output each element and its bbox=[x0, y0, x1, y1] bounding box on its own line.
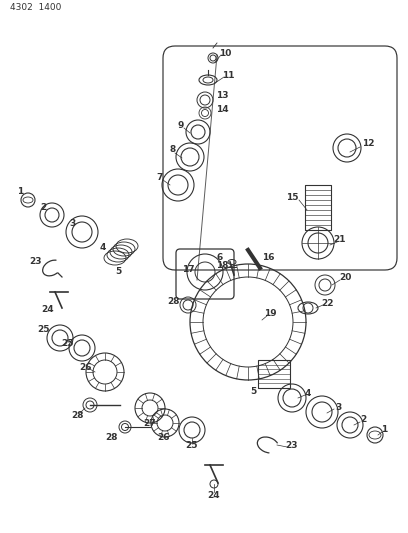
Text: 17: 17 bbox=[182, 265, 194, 274]
Text: 12: 12 bbox=[362, 139, 374, 148]
Bar bbox=[258, 360, 290, 388]
Text: 27: 27 bbox=[144, 419, 156, 429]
Text: 4: 4 bbox=[305, 389, 311, 398]
Text: 4302  1400: 4302 1400 bbox=[10, 4, 61, 12]
Text: 26: 26 bbox=[79, 362, 91, 372]
Text: 25: 25 bbox=[186, 440, 198, 449]
Text: 1: 1 bbox=[381, 425, 387, 434]
Text: 24: 24 bbox=[42, 305, 54, 314]
Text: 16: 16 bbox=[262, 254, 274, 262]
Text: 15: 15 bbox=[286, 193, 298, 203]
Text: 7: 7 bbox=[157, 174, 163, 182]
Text: 26: 26 bbox=[157, 433, 169, 442]
Text: 2: 2 bbox=[360, 416, 366, 424]
Text: 1: 1 bbox=[17, 188, 23, 197]
Text: 2: 2 bbox=[40, 203, 46, 212]
Text: 4: 4 bbox=[100, 244, 106, 253]
Text: 8: 8 bbox=[170, 146, 176, 155]
Text: 25: 25 bbox=[61, 338, 73, 348]
Text: 14: 14 bbox=[216, 106, 228, 115]
Text: 13: 13 bbox=[216, 92, 228, 101]
Text: 23: 23 bbox=[286, 440, 298, 449]
Text: 5: 5 bbox=[250, 387, 256, 397]
Text: 25: 25 bbox=[38, 326, 50, 335]
Text: 21: 21 bbox=[334, 236, 346, 245]
Text: 19: 19 bbox=[264, 309, 276, 318]
Text: 5: 5 bbox=[115, 268, 121, 277]
Text: 24: 24 bbox=[208, 490, 220, 499]
Text: 3: 3 bbox=[69, 219, 75, 228]
Text: 11: 11 bbox=[222, 70, 234, 79]
Text: 28: 28 bbox=[106, 432, 118, 441]
Text: 28: 28 bbox=[72, 410, 84, 419]
Text: 6: 6 bbox=[217, 254, 223, 262]
Bar bbox=[305, 185, 331, 230]
Text: 3: 3 bbox=[335, 402, 341, 411]
Text: 10: 10 bbox=[219, 49, 231, 58]
Text: 9: 9 bbox=[178, 122, 184, 131]
Text: 20: 20 bbox=[339, 273, 351, 282]
Text: 23: 23 bbox=[29, 257, 41, 266]
Text: 28: 28 bbox=[167, 297, 179, 306]
Text: 18: 18 bbox=[216, 261, 228, 270]
Text: 22: 22 bbox=[322, 298, 334, 308]
